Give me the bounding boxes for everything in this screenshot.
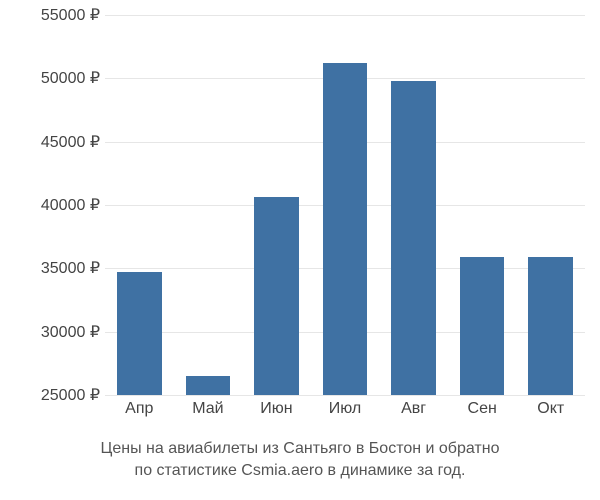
plot-area bbox=[105, 15, 585, 395]
bar bbox=[254, 197, 299, 395]
x-axis-label: Апр bbox=[105, 400, 174, 418]
x-axis-label: Июл bbox=[311, 400, 380, 418]
y-tick-label: 45000 ₽ bbox=[5, 132, 100, 152]
x-axis-labels: АпрМайИюнИюлАвгСенОкт bbox=[105, 400, 585, 418]
chart-caption-line-2: по статистике Csmia.aero в динамике за г… bbox=[0, 460, 600, 482]
bar bbox=[391, 81, 436, 395]
y-tick-label: 55000 ₽ bbox=[5, 5, 100, 25]
bar bbox=[117, 272, 162, 395]
x-axis-label: Май bbox=[174, 400, 243, 418]
chart-caption: Цены на авиабилеты из Сантьяго в Бостон … bbox=[0, 438, 600, 481]
bars-container bbox=[105, 15, 585, 395]
price-bar-chart: 25000 ₽ 30000 ₽ 35000 ₽ 40000 ₽ 45000 ₽ 50000… bbox=[0, 0, 600, 500]
bar bbox=[528, 257, 573, 395]
x-axis-label: Авг bbox=[379, 400, 448, 418]
y-tick-label: 35000 ₽ bbox=[5, 258, 100, 278]
bar bbox=[460, 257, 505, 395]
y-tick-label: 40000 ₽ bbox=[5, 195, 100, 215]
y-tick-label: 50000 ₽ bbox=[5, 68, 100, 88]
x-axis-label: Сен bbox=[448, 400, 517, 418]
grid-line bbox=[105, 395, 585, 396]
x-axis-label: Окт bbox=[516, 400, 585, 418]
y-tick-label: 25000 ₽ bbox=[5, 385, 100, 405]
chart-caption-line-1: Цены на авиабилеты из Сантьяго в Бостон … bbox=[0, 438, 600, 460]
bar bbox=[323, 63, 368, 395]
bar bbox=[186, 376, 231, 395]
x-axis-label: Июн bbox=[242, 400, 311, 418]
y-tick-label: 30000 ₽ bbox=[5, 322, 100, 342]
